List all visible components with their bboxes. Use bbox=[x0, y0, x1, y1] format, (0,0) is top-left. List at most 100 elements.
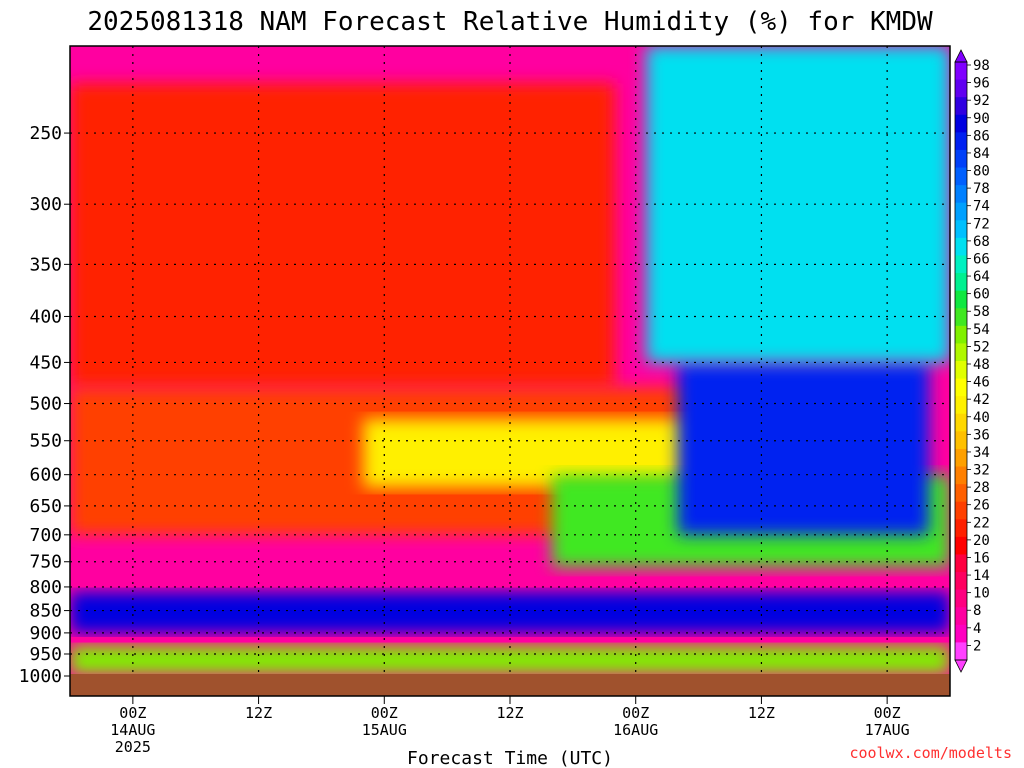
colorbar-label: 98 bbox=[973, 58, 990, 74]
colorbar-swatch bbox=[955, 448, 967, 468]
colorbar-label: 86 bbox=[973, 128, 990, 144]
colorbar-swatch bbox=[955, 290, 967, 309]
colorbar-swatch bbox=[955, 519, 967, 538]
colorbar-swatch bbox=[955, 185, 967, 204]
colorbar-label: 78 bbox=[973, 181, 990, 197]
x-tick-label: 16AUG bbox=[613, 721, 658, 739]
x-tick-label: 17AUG bbox=[865, 721, 910, 739]
colorbar-label: 22 bbox=[973, 515, 990, 531]
colorbar-swatch bbox=[955, 308, 967, 327]
colorbar-swatch bbox=[955, 501, 967, 520]
colorbar-swatch bbox=[955, 273, 967, 292]
colorbar-swatch bbox=[955, 97, 967, 116]
y-tick-label: 800 bbox=[29, 577, 62, 598]
colorbar-bottom-arrow bbox=[954, 659, 968, 673]
colorbar-swatch bbox=[955, 79, 967, 98]
y-tick-label: 500 bbox=[29, 394, 62, 415]
pressure-axis: 2503003504004505005506006507007508008509… bbox=[19, 123, 70, 687]
colorbar-label: 20 bbox=[973, 533, 990, 549]
field-layer-boundary-blue bbox=[70, 591, 950, 633]
colorbar-label: 14 bbox=[973, 568, 990, 584]
x-tick-label: 12Z bbox=[496, 704, 523, 722]
colorbar-swatch bbox=[955, 536, 967, 555]
field-layer-upper-red bbox=[70, 83, 615, 388]
colorbar-label: 92 bbox=[973, 93, 990, 109]
x-tick-label: 12Z bbox=[748, 704, 775, 722]
colorbar-swatch bbox=[955, 62, 967, 81]
colorbar-swatch bbox=[955, 624, 967, 643]
colorbar-label: 4 bbox=[973, 621, 981, 637]
colorbar-label: 96 bbox=[973, 76, 990, 92]
colorbar-label: 34 bbox=[973, 445, 990, 461]
colorbar-swatch bbox=[955, 343, 967, 362]
colorbar-label: 2 bbox=[973, 638, 981, 654]
colorbar-label: 36 bbox=[973, 427, 990, 443]
colorbar-swatch bbox=[955, 149, 967, 169]
colorbar-swatch bbox=[955, 607, 967, 626]
colorbar-swatch bbox=[955, 255, 967, 274]
colorbar-swatch bbox=[955, 220, 967, 239]
y-tick-label: 1000 bbox=[19, 666, 62, 687]
colorbar-swatch bbox=[955, 361, 967, 380]
colorbar-swatch bbox=[955, 202, 967, 221]
colorbar-label: 80 bbox=[973, 164, 990, 180]
y-tick-label: 400 bbox=[29, 306, 62, 327]
colorbar-label: 84 bbox=[973, 146, 990, 162]
y-tick-label: 550 bbox=[29, 431, 62, 452]
colorbar-swatch bbox=[955, 237, 967, 256]
y-tick-label: 750 bbox=[29, 552, 62, 573]
colorbar-swatch bbox=[955, 642, 967, 661]
y-tick-label: 250 bbox=[29, 123, 62, 144]
x-tick-label: 00Z bbox=[119, 704, 146, 722]
colorbar-label: 66 bbox=[973, 251, 990, 267]
colorbar-label: 28 bbox=[973, 480, 990, 496]
colorbar-swatch bbox=[955, 378, 967, 397]
colorbar-swatch bbox=[955, 396, 967, 415]
colorbar-label: 42 bbox=[973, 392, 990, 408]
colorbar-label: 16 bbox=[973, 550, 990, 566]
colorbar-label: 60 bbox=[973, 287, 990, 303]
colorbar-label: 72 bbox=[973, 216, 990, 232]
colorbar-swatch bbox=[955, 572, 967, 591]
colorbar-label: 8 bbox=[973, 603, 981, 619]
colorbar-swatch bbox=[955, 325, 967, 344]
y-tick-label: 600 bbox=[29, 465, 62, 486]
x-tick-label: 14AUG bbox=[110, 721, 155, 739]
x-tick-label: 12Z bbox=[245, 704, 272, 722]
colorbar-label: 52 bbox=[973, 339, 990, 355]
y-tick-label: 700 bbox=[29, 525, 62, 546]
y-tick-label: 300 bbox=[29, 194, 62, 215]
colorbar-swatch bbox=[955, 589, 967, 608]
field-layer-surface-green bbox=[70, 645, 950, 674]
colorbar-swatch bbox=[955, 167, 967, 186]
colorbar-swatch bbox=[955, 554, 967, 573]
colorbar-label: 26 bbox=[973, 498, 990, 514]
colorbar-swatch bbox=[955, 413, 967, 432]
colorbar-top-arrow bbox=[954, 49, 968, 63]
credit-text: coolwx.com/modelts bbox=[849, 744, 1012, 762]
colorbar-label: 40 bbox=[973, 410, 990, 426]
colorbar-label: 54 bbox=[973, 322, 990, 338]
x-tick-label: 2025 bbox=[115, 738, 151, 756]
colorbar-swatch bbox=[955, 431, 967, 450]
chart-title: 2025081318 NAM Forecast Relative Humidit… bbox=[87, 7, 933, 37]
colorbar-label: 68 bbox=[973, 234, 990, 250]
y-tick-label: 350 bbox=[29, 254, 62, 275]
colorbar-label: 32 bbox=[973, 463, 990, 479]
colorbar-label: 46 bbox=[973, 375, 990, 391]
x-tick-label: 00Z bbox=[371, 704, 398, 722]
x-tick-label: 00Z bbox=[874, 704, 901, 722]
y-tick-label: 450 bbox=[29, 352, 62, 373]
colorbar-swatch bbox=[955, 466, 967, 485]
colorbar-label: 48 bbox=[973, 357, 990, 373]
colorbar-label: 10 bbox=[973, 586, 990, 602]
colorbar: 9896929086848078747268666460585452484642… bbox=[954, 49, 990, 673]
y-tick-label: 850 bbox=[29, 601, 62, 622]
x-axis-title: Forecast Time (UTC) bbox=[407, 748, 613, 768]
colorbar-label: 58 bbox=[973, 304, 990, 320]
colorbar-label: 74 bbox=[973, 199, 990, 215]
colorbar-swatch bbox=[955, 132, 967, 151]
field-layer-mid-moist-blue bbox=[677, 362, 930, 535]
